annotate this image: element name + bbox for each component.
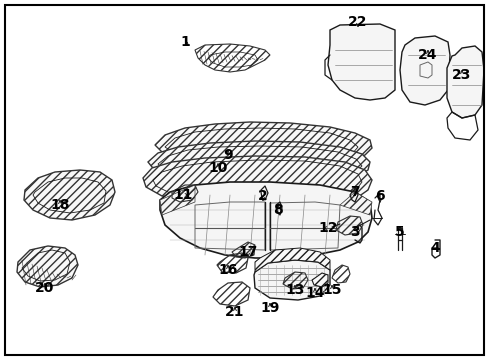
Polygon shape [339,192,371,215]
Text: 13: 13 [285,283,304,297]
Text: 12: 12 [318,221,337,235]
Text: 17: 17 [238,245,257,259]
Text: 5: 5 [394,225,404,239]
Polygon shape [160,182,371,258]
Text: 4: 4 [429,241,439,255]
Text: 18: 18 [50,198,70,212]
Text: 7: 7 [349,185,359,199]
Polygon shape [148,141,369,182]
Polygon shape [24,170,115,220]
Text: 10: 10 [208,161,227,175]
Polygon shape [327,24,394,100]
Text: 11: 11 [173,188,192,202]
Polygon shape [160,185,195,215]
Polygon shape [17,246,78,287]
Text: 15: 15 [322,283,341,297]
Text: 8: 8 [273,203,282,217]
Text: 6: 6 [374,189,384,203]
Text: 24: 24 [417,48,437,62]
Text: 20: 20 [35,281,55,295]
Text: 1: 1 [180,35,189,49]
Text: 3: 3 [349,225,359,239]
Polygon shape [142,156,371,205]
Text: 22: 22 [347,15,367,29]
Text: 14: 14 [305,286,324,300]
Polygon shape [254,248,329,272]
Text: 21: 21 [225,305,244,319]
Text: 19: 19 [260,301,279,315]
Polygon shape [399,36,449,105]
Text: 9: 9 [223,148,232,162]
Polygon shape [155,122,371,165]
Polygon shape [311,273,327,287]
Text: 16: 16 [218,263,237,277]
Text: 23: 23 [451,68,471,82]
Polygon shape [253,260,329,300]
Text: 2: 2 [258,189,267,203]
Polygon shape [446,46,483,118]
